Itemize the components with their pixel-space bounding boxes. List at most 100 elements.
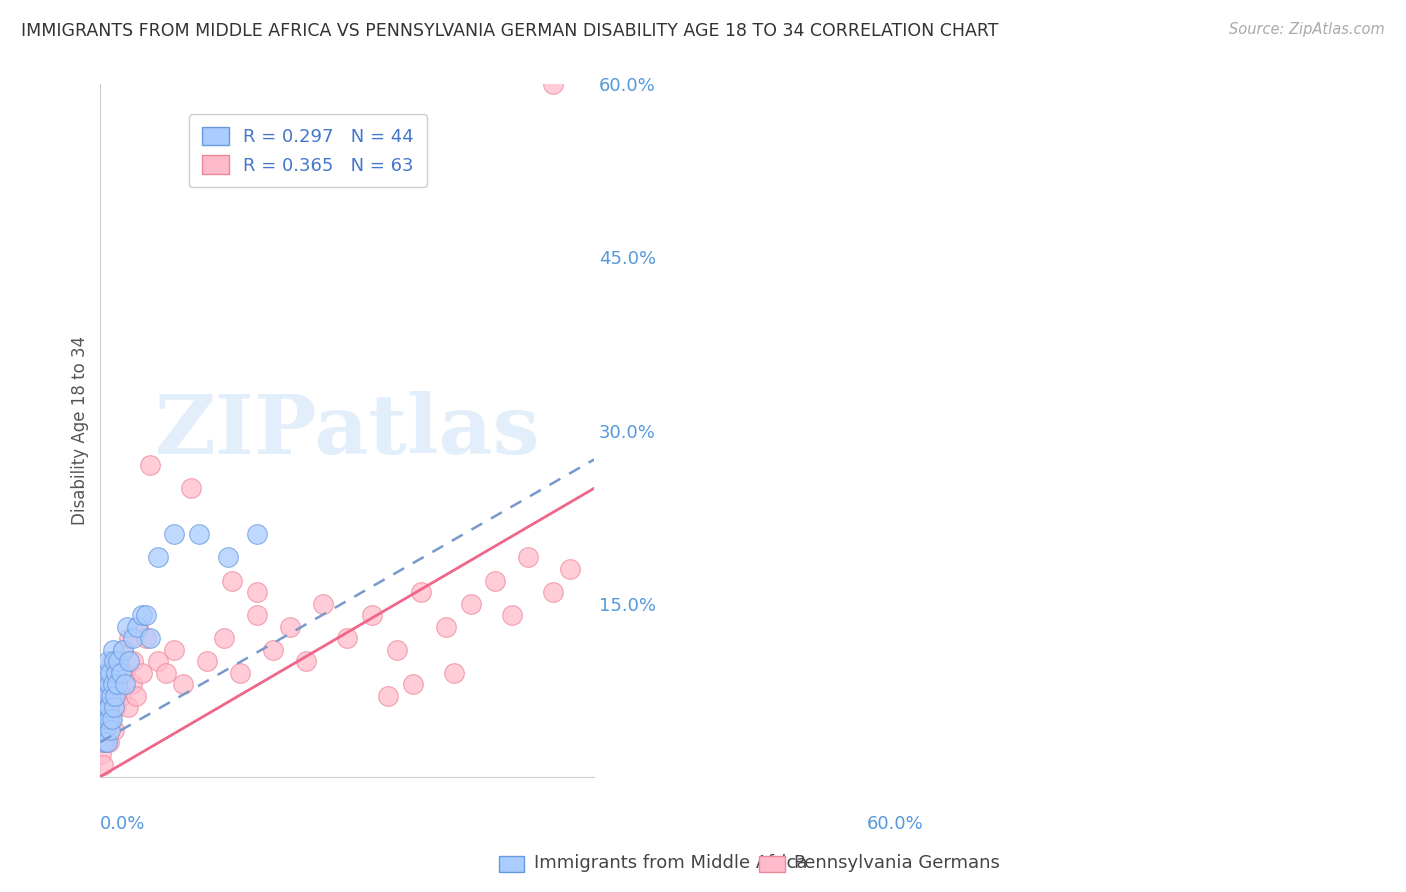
Point xyxy=(110,665,132,680)
Point xyxy=(217,550,239,565)
Point xyxy=(501,608,523,623)
Point xyxy=(96,735,118,749)
Point xyxy=(172,677,194,691)
Point xyxy=(118,631,141,645)
Point xyxy=(104,665,127,680)
Point xyxy=(460,597,482,611)
Point xyxy=(100,689,122,703)
Point xyxy=(94,712,117,726)
Point xyxy=(94,712,117,726)
Point xyxy=(111,642,134,657)
Point xyxy=(125,689,148,703)
Point xyxy=(212,631,235,645)
Point xyxy=(163,527,186,541)
Point xyxy=(246,608,269,623)
Point xyxy=(101,654,124,668)
Point xyxy=(135,631,157,645)
Point xyxy=(122,654,145,668)
Point xyxy=(100,712,122,726)
Point xyxy=(229,665,252,680)
Point xyxy=(103,723,125,738)
Point xyxy=(94,665,117,680)
Point xyxy=(98,677,121,691)
Point xyxy=(103,700,125,714)
Point xyxy=(97,712,120,726)
Point xyxy=(97,700,120,714)
Text: 60.0%: 60.0% xyxy=(866,814,924,833)
Point xyxy=(377,689,399,703)
Point xyxy=(122,631,145,645)
Point xyxy=(115,620,138,634)
Text: Source: ZipAtlas.com: Source: ZipAtlas.com xyxy=(1229,22,1385,37)
Point xyxy=(93,689,115,703)
Point xyxy=(93,700,115,714)
Point xyxy=(93,735,115,749)
Text: Immigrants from Middle Africa: Immigrants from Middle Africa xyxy=(534,855,808,872)
Point xyxy=(541,78,564,92)
Point xyxy=(139,458,162,472)
Point xyxy=(411,585,433,599)
Text: ZIPatlas: ZIPatlas xyxy=(155,391,540,471)
Point xyxy=(98,735,121,749)
Point xyxy=(484,574,506,588)
Point xyxy=(105,677,128,691)
Point xyxy=(98,723,121,738)
Point xyxy=(107,654,129,668)
Point xyxy=(558,562,581,576)
Text: 0.0%: 0.0% xyxy=(100,814,146,833)
Point xyxy=(121,677,143,691)
Point xyxy=(97,665,120,680)
Point xyxy=(114,677,136,691)
Point xyxy=(93,689,115,703)
Point xyxy=(104,689,127,703)
Point xyxy=(131,608,153,623)
Point xyxy=(188,527,211,541)
Point xyxy=(91,758,114,772)
Point xyxy=(96,723,118,738)
Point xyxy=(90,747,112,761)
Point xyxy=(127,620,149,634)
Point xyxy=(180,481,202,495)
Point xyxy=(541,585,564,599)
Point xyxy=(385,642,408,657)
Point xyxy=(195,654,218,668)
Point xyxy=(246,585,269,599)
Y-axis label: Disability Age 18 to 34: Disability Age 18 to 34 xyxy=(72,336,89,525)
Point xyxy=(104,700,127,714)
Point xyxy=(94,700,117,714)
Point xyxy=(98,700,121,714)
Point xyxy=(94,723,117,738)
Point xyxy=(295,654,318,668)
Text: IMMIGRANTS FROM MIDDLE AFRICA VS PENNSYLVANIA GERMAN DISABILITY AGE 18 TO 34 COR: IMMIGRANTS FROM MIDDLE AFRICA VS PENNSYL… xyxy=(21,22,998,40)
Point xyxy=(278,620,301,634)
Point xyxy=(311,597,333,611)
Point xyxy=(246,527,269,541)
Point xyxy=(93,677,115,691)
Point xyxy=(434,620,457,634)
Point xyxy=(101,689,124,703)
Point xyxy=(97,677,120,691)
Point xyxy=(105,677,128,691)
Point xyxy=(163,642,186,657)
Point xyxy=(93,712,115,726)
Point xyxy=(98,665,121,680)
Point xyxy=(402,677,425,691)
Point xyxy=(336,631,359,645)
Point xyxy=(118,654,141,668)
Point xyxy=(91,723,114,738)
Point xyxy=(101,642,124,657)
Point xyxy=(135,608,157,623)
Point xyxy=(131,665,153,680)
Point xyxy=(127,620,149,634)
Point xyxy=(97,700,120,714)
Text: Pennsylvania Germans: Pennsylvania Germans xyxy=(794,855,1000,872)
Point xyxy=(96,689,118,703)
Point xyxy=(262,642,284,657)
Point xyxy=(104,665,127,680)
Point xyxy=(517,550,540,565)
Point xyxy=(91,700,114,714)
Point xyxy=(443,665,465,680)
Point xyxy=(117,700,139,714)
Point xyxy=(361,608,384,623)
Point xyxy=(221,574,243,588)
